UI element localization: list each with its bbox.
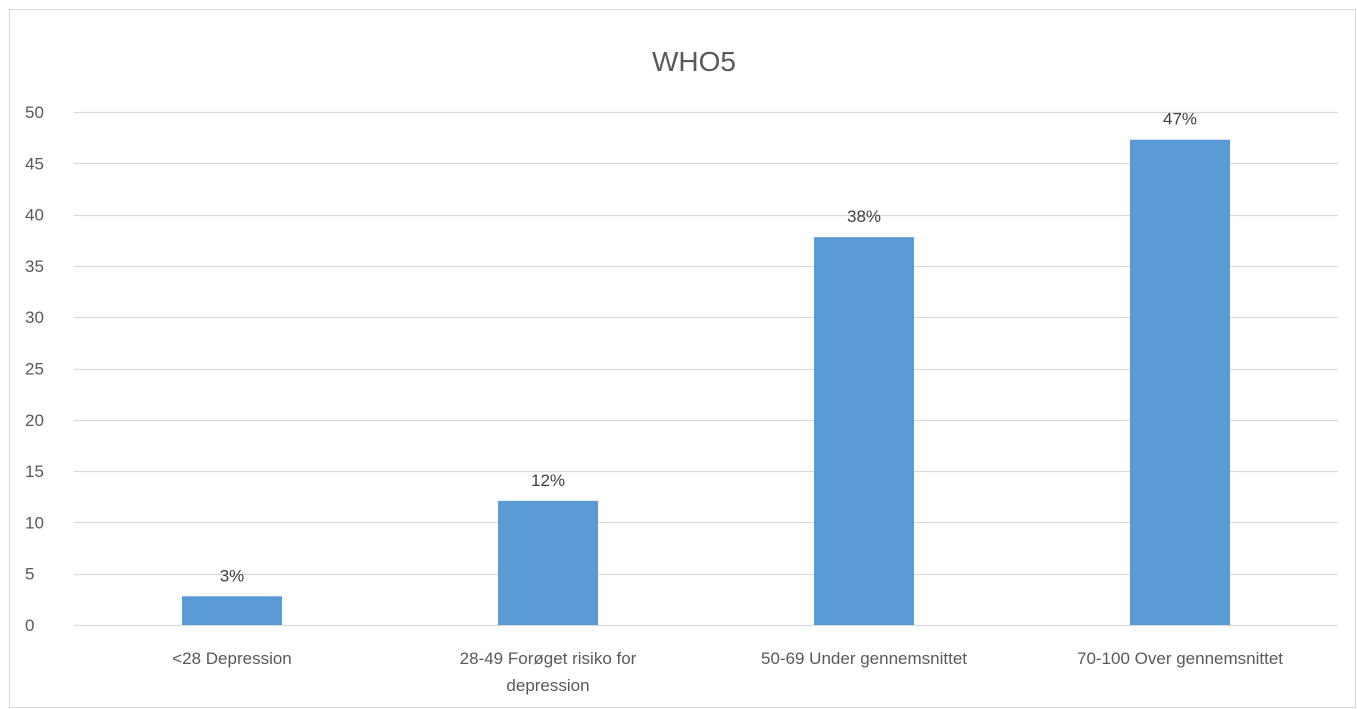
x-tick-label: 28-49 Forøget risiko for depression	[460, 649, 637, 695]
x-tick-label-line: 28-49 Forøget risiko for	[460, 649, 637, 668]
data-labels: 3% 12% 38% 47%	[220, 110, 1197, 586]
bar-data-label: 47%	[1163, 110, 1197, 129]
bar-data-label: 12%	[531, 471, 565, 490]
x-tick-label: 50-69 Under gennemsnittet	[761, 649, 967, 668]
y-tick-label: 30	[25, 308, 44, 327]
y-tick-label: 40	[25, 206, 44, 225]
y-tick-label: 20	[25, 411, 44, 430]
y-axis-ticks: 0 5 10 15 20 25 30 35 40 45 50	[25, 103, 44, 635]
y-tick-label: 0	[25, 616, 34, 635]
x-axis-labels: <28 Depression 28-49 Forøget risiko for de…	[172, 649, 1283, 695]
y-tick-label: 25	[25, 360, 44, 379]
y-tick-label: 10	[25, 513, 44, 532]
x-tick-label: <28 Depression	[172, 649, 292, 668]
y-tick-label: 15	[25, 462, 44, 481]
y-tick-label: 50	[25, 103, 44, 122]
bars	[182, 139, 1230, 625]
x-tick-label-line: 70-100 Over gennemsnittet	[1077, 649, 1283, 668]
bar	[1130, 139, 1230, 625]
x-tick-label-line: 50-69 Under gennemsnittet	[761, 649, 967, 668]
y-tick-label: 5	[25, 565, 34, 584]
x-tick-label-line: <28 Depression	[172, 649, 292, 668]
bar	[814, 237, 914, 625]
y-tick-label: 45	[25, 154, 44, 173]
bar-data-label: 3%	[220, 566, 245, 585]
bar	[182, 596, 282, 625]
bar-data-label: 38%	[847, 207, 881, 226]
gridlines	[74, 111, 1338, 627]
x-tick-label: 70-100 Over gennemsnittet	[1077, 649, 1283, 668]
x-tick-label-line: depression	[506, 676, 589, 695]
bar	[498, 500, 598, 625]
y-tick-label: 35	[25, 257, 44, 276]
chart-title: WHO5	[652, 46, 736, 77]
